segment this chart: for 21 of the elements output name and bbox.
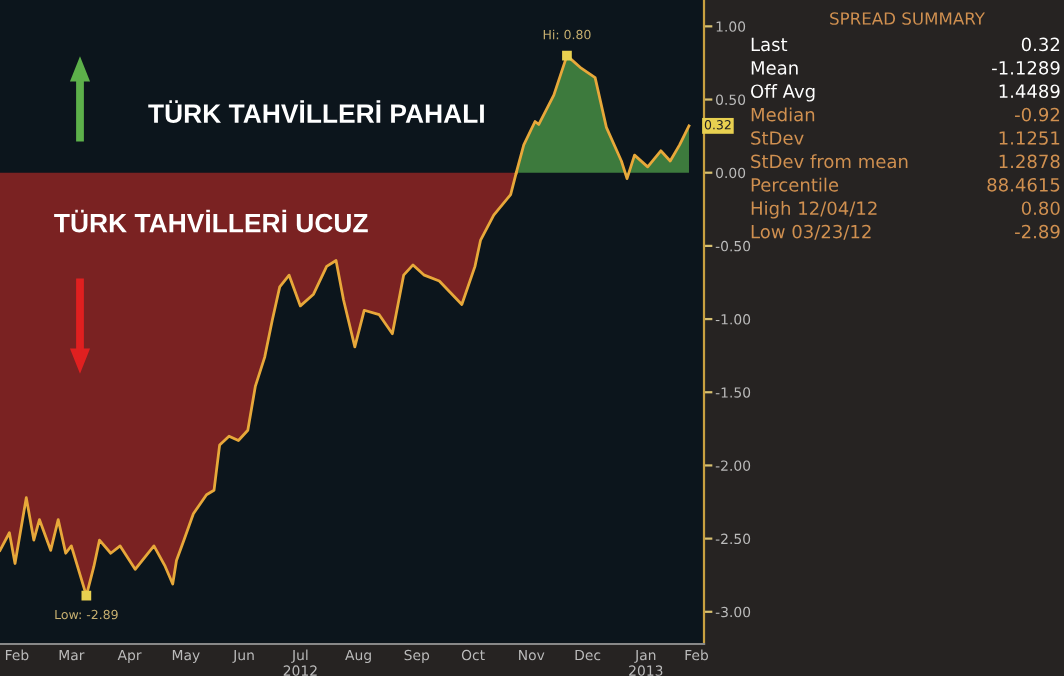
text: Mean [751, 61, 798, 75]
text: SPREAD SUMMARY [830, 12, 985, 25]
text: Low 03/23/12 [751, 224, 871, 240]
text: -2.89 [1015, 224, 1060, 239]
text: -1.1289 [992, 60, 1060, 75]
text: 0.80 [1021, 201, 1060, 216]
text: 1.1251 [999, 131, 1060, 145]
text: Last [751, 37, 788, 52]
text: StDev [751, 131, 804, 145]
annotation: TÜRK TAHVİLLERİ PAHALI [148, 100, 484, 123]
text: 1.4489 [999, 84, 1060, 99]
text: 1.2878 [999, 154, 1060, 169]
text: High 12/04/12 [751, 201, 877, 219]
text: Median [751, 107, 815, 122]
text: -0.92 [1015, 107, 1060, 122]
text: Percentile [751, 177, 839, 192]
text: 0.32 [1021, 37, 1060, 52]
text: StDev from mean [751, 154, 908, 169]
text: Off Avg [751, 84, 815, 102]
annotation: TÜRK TAHVİLLERİ UCUZ [54, 209, 368, 233]
text: 88.4615 [987, 177, 1060, 192]
